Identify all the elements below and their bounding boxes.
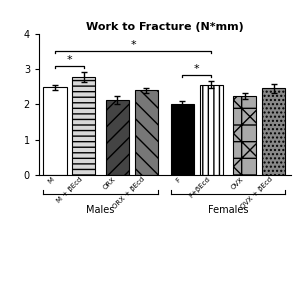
Text: Males: Males — [86, 205, 115, 215]
Text: *: * — [194, 64, 200, 74]
Bar — [135, 90, 158, 175]
Bar — [200, 85, 223, 175]
Text: *: * — [67, 55, 72, 65]
Bar — [262, 89, 285, 175]
Text: *: * — [130, 40, 136, 50]
Bar — [171, 103, 194, 175]
Bar — [43, 87, 67, 175]
Bar — [106, 100, 129, 175]
Bar — [72, 77, 95, 175]
Title: Work to Fracture (N*mm): Work to Fracture (N*mm) — [86, 22, 244, 32]
Text: Females: Females — [208, 205, 248, 215]
Bar — [233, 96, 256, 175]
